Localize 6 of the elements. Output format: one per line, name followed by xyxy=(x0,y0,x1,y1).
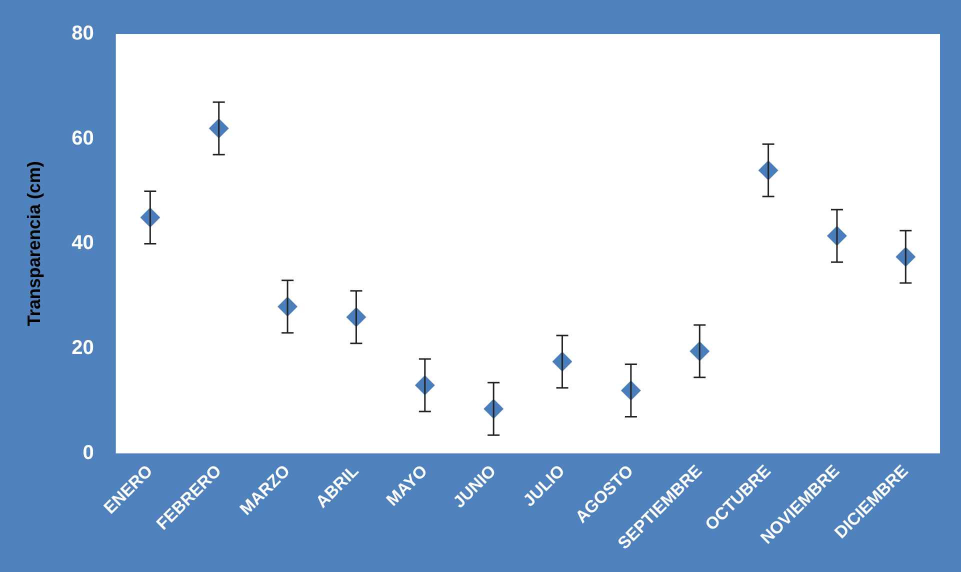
y-tick-label: 20 xyxy=(72,337,94,360)
y-tick-label: 40 xyxy=(72,232,94,254)
y-tick-label: 80 xyxy=(72,22,94,45)
y-axis-title: Transparencia (cm) xyxy=(24,161,44,326)
y-tick-label: 0 xyxy=(82,442,94,464)
y-tick-label: 60 xyxy=(72,127,94,150)
